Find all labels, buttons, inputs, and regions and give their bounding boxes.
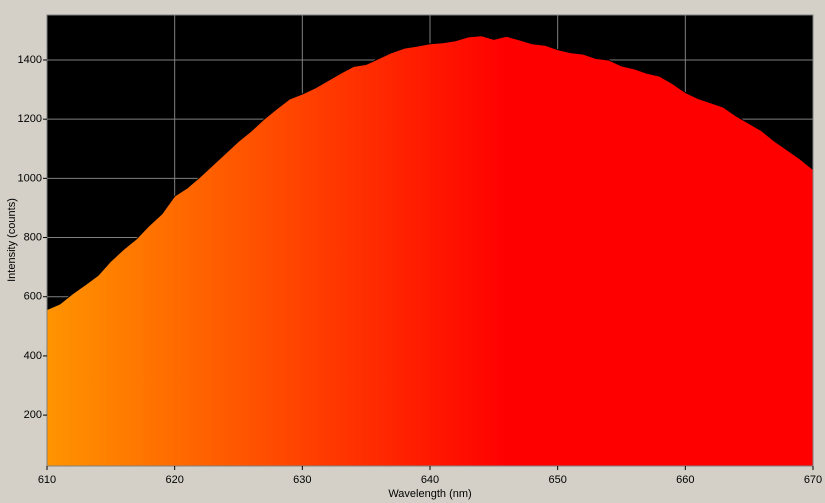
y-tick-label: 600 [24,291,42,303]
x-tick-label: 670 [804,474,822,486]
y-tick-label: 200 [24,409,42,421]
y-tick-label: 400 [24,350,42,362]
spectrum-line [46,35,814,310]
x-tick-label: 660 [676,474,694,486]
y-tick-label: 800 [24,231,42,243]
y-axis-title: Intensity (counts) [6,198,18,282]
x-tick-label: 640 [421,474,439,486]
spectrum-area [47,35,813,466]
marks [46,35,814,466]
y-tick-label: 1200 [18,113,42,125]
x-axis-title: Wavelength (nm) [388,488,471,500]
x-tick-label: 620 [165,474,183,486]
x-tick-label: 630 [293,474,311,486]
x-tick-label: 610 [38,474,56,486]
y-tick-label: 1000 [18,172,42,184]
x-tick-label: 650 [548,474,566,486]
y-tick-label: 1400 [18,54,42,66]
